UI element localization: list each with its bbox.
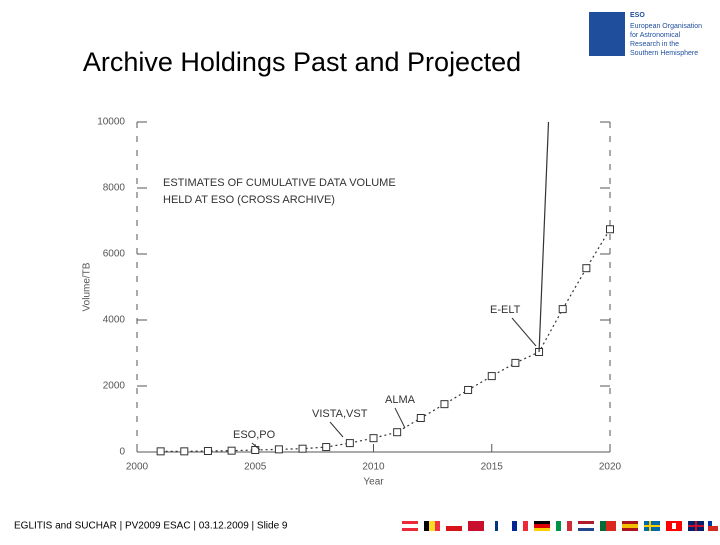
flag	[567, 521, 572, 531]
slide-title: Archive Holdings Past and Projected	[83, 47, 521, 77]
data-point	[558, 305, 567, 314]
flag	[495, 521, 498, 531]
data-point	[345, 439, 354, 448]
flag	[468, 521, 484, 531]
y-axis-label: Volume/TB	[82, 262, 93, 311]
data-point	[606, 225, 614, 234]
y-tick-label: 6000	[103, 249, 126, 260]
logo-mark	[589, 12, 625, 56]
x-tick-label: 2005	[244, 462, 267, 473]
data-point	[487, 372, 496, 381]
data-point	[203, 447, 212, 456]
logo-line: for Astronomical	[630, 32, 681, 39]
flags	[402, 521, 718, 531]
flag	[578, 524, 594, 528]
annotation-arrow	[394, 407, 406, 429]
data-point	[322, 443, 331, 452]
flag	[556, 521, 561, 531]
y-tick-label: 10000	[97, 117, 125, 128]
flag	[622, 524, 638, 528]
data-point	[440, 400, 449, 409]
data-point	[511, 358, 520, 367]
data-point	[180, 447, 189, 456]
flag	[512, 521, 528, 531]
flag	[695, 521, 697, 531]
flag	[708, 521, 718, 526]
annotation: HELD AT ESO (CROSS ARCHIVE)	[163, 194, 335, 206]
x-tick-label: 2000	[126, 462, 149, 473]
logo-text: European Organisation for Astronomical Res…	[630, 23, 702, 57]
flag	[523, 521, 528, 531]
flag	[402, 524, 418, 528]
data-point	[393, 428, 402, 437]
flag	[600, 521, 606, 531]
flag	[600, 521, 616, 531]
annotation: E-ELT	[490, 304, 521, 316]
x-tick-label: 2015	[481, 462, 504, 473]
logo-line: Research in the	[630, 41, 679, 48]
annotation: ESTIMATES OF CUMULATIVE DATA VOLUME	[163, 177, 396, 189]
annotation-arrow	[251, 442, 261, 451]
series-line	[538, 121, 550, 353]
footer: EGLITIS and SUCHAR | PV2009 ESAC | 03.12…	[14, 521, 288, 532]
data-point	[274, 445, 283, 454]
flag	[534, 528, 550, 531]
flag	[534, 521, 550, 531]
x-tick-label: 2010	[362, 462, 385, 473]
y-tick-label: 0	[119, 447, 125, 458]
logo-name: ESO	[630, 12, 645, 19]
annotation-arrow	[511, 317, 537, 347]
data-point	[464, 385, 473, 394]
x-axis-label: Year	[363, 477, 384, 488]
y-tick-label: 4000	[103, 315, 126, 326]
data-point	[227, 446, 236, 455]
logo-line: Southern Hemisphere	[630, 50, 698, 57]
flag	[644, 525, 660, 527]
flag	[424, 521, 429, 531]
flag	[556, 521, 572, 531]
flag	[534, 521, 550, 524]
annotation-arrow	[329, 421, 344, 438]
data-point	[582, 264, 591, 273]
flag	[512, 521, 517, 531]
flag	[708, 521, 712, 526]
flag	[435, 521, 440, 531]
annotation: ESO,PO	[233, 429, 276, 441]
data-point	[156, 447, 165, 456]
annotation: VISTA,VST	[312, 408, 368, 420]
data-point	[251, 446, 260, 455]
data-point	[416, 414, 425, 423]
y-tick-label: 8000	[103, 183, 126, 194]
annotation: ALMA	[385, 394, 416, 406]
flag	[446, 521, 462, 526]
flag	[424, 521, 440, 531]
logo-line: European Organisation	[630, 23, 702, 30]
x-tick-label: 2020	[599, 462, 622, 473]
flag	[672, 523, 676, 529]
y-tick-label: 2000	[103, 381, 126, 392]
data-point	[298, 444, 307, 453]
flag	[578, 528, 594, 531]
data-point	[369, 434, 378, 443]
flag	[649, 521, 651, 531]
